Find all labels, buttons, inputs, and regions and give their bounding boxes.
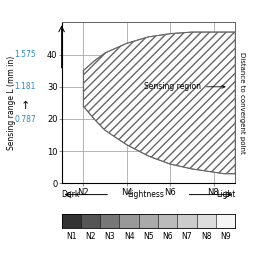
Text: 0.787: 0.787 <box>14 115 36 123</box>
Text: Dark: Dark <box>62 190 80 199</box>
Bar <box>100 214 120 228</box>
Text: 1.181: 1.181 <box>15 82 36 91</box>
Y-axis label: Sensing range L (mm in): Sensing range L (mm in) <box>7 56 16 150</box>
Text: Light: Light <box>216 190 235 199</box>
Text: N1: N1 <box>66 232 76 241</box>
Text: N6: N6 <box>162 232 173 241</box>
Text: N8: N8 <box>201 232 211 241</box>
Bar <box>139 214 158 228</box>
Text: Sensing region: Sensing region <box>144 82 225 91</box>
Text: Lightness: Lightness <box>127 190 164 199</box>
Bar <box>216 214 235 228</box>
Text: N7: N7 <box>182 232 192 241</box>
Y-axis label: Distance to convergent point: Distance to convergent point <box>239 52 245 154</box>
Bar <box>120 214 139 228</box>
Polygon shape <box>83 32 235 174</box>
Text: N3: N3 <box>104 232 115 241</box>
Bar <box>158 214 177 228</box>
Text: N5: N5 <box>143 232 154 241</box>
Bar <box>62 214 81 228</box>
Text: ↑: ↑ <box>20 101 30 111</box>
Text: N2: N2 <box>85 232 96 241</box>
Text: 1.575: 1.575 <box>14 50 36 59</box>
Bar <box>81 214 100 228</box>
Bar <box>177 214 197 228</box>
Text: N4: N4 <box>124 232 134 241</box>
Text: N9: N9 <box>220 232 231 241</box>
Bar <box>197 214 216 228</box>
